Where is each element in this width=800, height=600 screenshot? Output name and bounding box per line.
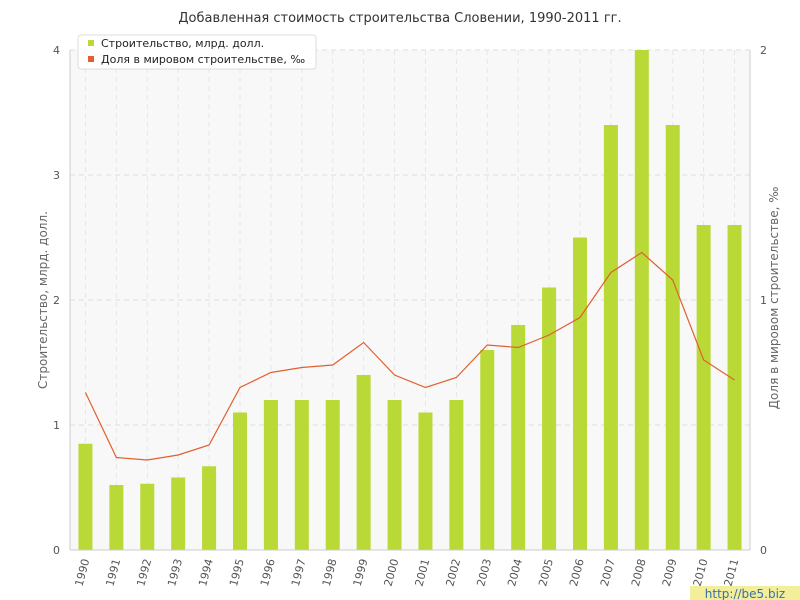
watermark-text: http://be5.biz	[705, 587, 785, 600]
y-tick-label-left: 0	[53, 544, 60, 557]
bar	[202, 466, 217, 550]
bar-series	[78, 50, 742, 550]
x-tick-label: 2001	[413, 557, 433, 587]
y-tick-label-left: 1	[53, 419, 60, 432]
x-tick-label: 1995	[227, 557, 247, 587]
watermark-background	[690, 586, 800, 600]
x-tick-label: 2008	[629, 557, 649, 587]
watermark: http://be5.biz	[690, 586, 800, 600]
x-tick-label: 2009	[660, 557, 680, 587]
x-tick-label: 1994	[196, 557, 216, 587]
bar	[511, 325, 526, 550]
axes	[69, 50, 751, 551]
legend-swatch-line	[88, 56, 94, 62]
x-tick-label: 2006	[567, 557, 587, 587]
x-tick-label: 2004	[505, 557, 525, 587]
bar	[727, 225, 742, 550]
x-tick-label: 2007	[598, 557, 618, 587]
x-tick-label: 1991	[103, 557, 123, 587]
bar	[696, 225, 711, 550]
bar	[603, 125, 618, 550]
x-tick-label: 2011	[722, 557, 742, 587]
bar	[109, 485, 124, 550]
bar	[356, 375, 371, 550]
y-tick-label-left: 3	[53, 169, 60, 182]
x-tick-label: 2005	[536, 557, 556, 587]
y-tick-label-left: 2	[53, 294, 60, 307]
chart-title: Добавленная стоимость строительства Слов…	[178, 11, 621, 26]
x-tick-label: 2002	[443, 557, 463, 587]
x-tick-label: 2000	[382, 557, 402, 587]
bar	[325, 400, 340, 550]
x-tick-label: 2003	[474, 557, 494, 587]
x-tick-label: 1999	[351, 557, 371, 587]
bar	[140, 483, 155, 550]
y-tick-label-left: 4	[53, 44, 60, 57]
bar	[78, 443, 93, 550]
bar	[294, 400, 309, 550]
legend: Строительство, млрд. долл. Доля в мирово…	[77, 34, 317, 70]
bar	[233, 412, 247, 550]
bar	[263, 400, 278, 550]
x-tick-label: 1992	[134, 557, 154, 587]
bar	[573, 237, 587, 550]
y-axis-right-ticks: 0 1 2	[760, 44, 767, 557]
y-axis-left-title: Строительство, млрд. долл.	[36, 211, 50, 389]
x-axis-ticks: 1990 1991 1992 1993 1994 1995 1996 1997 1998 1999…	[73, 557, 742, 587]
y-tick-label-right: 1	[760, 294, 767, 307]
x-tick-label: 1996	[258, 557, 278, 587]
line-path	[84, 251, 735, 461]
x-tick-label: 2010	[691, 557, 711, 587]
bar	[418, 412, 433, 550]
bar	[634, 50, 649, 550]
legend-swatch-bars	[88, 40, 94, 46]
x-tick-label: 1993	[165, 557, 185, 587]
legend-box	[77, 34, 317, 70]
x-tick-label: 1998	[320, 557, 340, 587]
bar	[449, 400, 464, 550]
legend-label-bars: Строительство, млрд. долл.	[101, 37, 264, 50]
legend-label-line: Доля в мировом строительстве, ‰	[101, 53, 305, 66]
bar	[542, 287, 557, 550]
x-tick-label: 1990	[73, 557, 93, 587]
bar	[480, 350, 495, 550]
y-tick-label-right: 0	[760, 544, 767, 557]
y-axis-left-ticks: 0 1 2 3 4	[53, 44, 60, 557]
bar	[171, 477, 186, 550]
line-series	[84, 251, 735, 461]
x-tick-label: 1997	[289, 557, 309, 587]
y-axis-right-title: Доля в мировом строительстве, ‰	[767, 187, 781, 410]
bar	[665, 125, 680, 550]
bar	[387, 400, 402, 550]
y-tick-label-right: 2	[760, 44, 767, 57]
